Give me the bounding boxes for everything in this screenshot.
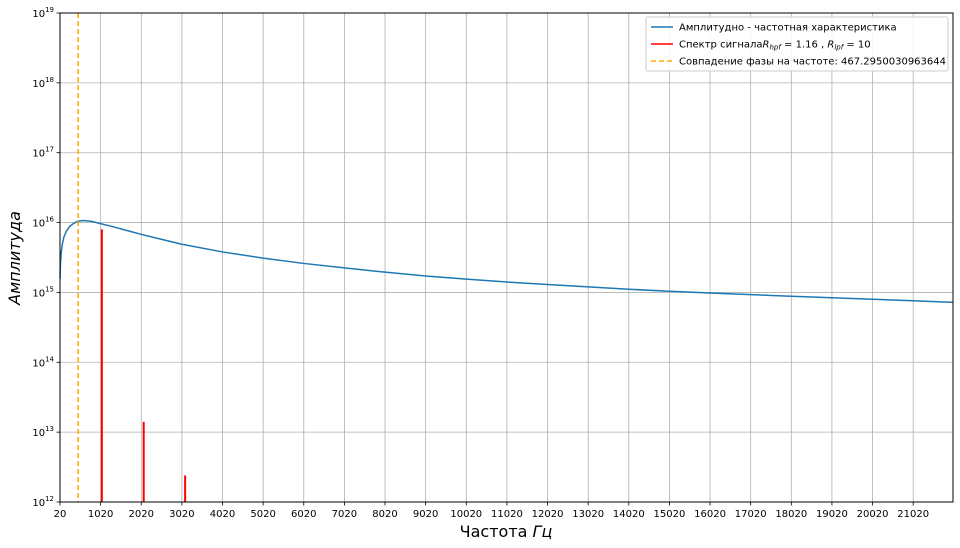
x-tick-label: 10020 [450, 509, 482, 520]
legend-entry: Амплитудно - частотная характеристика [679, 23, 897, 34]
y-tick-label: 1019 [32, 6, 54, 20]
x-tick-label: 5020 [250, 509, 275, 520]
y-tick-base: 10 [32, 149, 45, 160]
x-axis-title-unit: Гц [533, 522, 553, 541]
x-tick-label: 21020 [897, 509, 929, 520]
legend-box [645, 16, 949, 72]
y-tick-label: 1015 [32, 285, 54, 299]
legend-math-r2-sub: lpf [834, 44, 844, 52]
legend-math-r1-val: = 1.16 , [781, 40, 828, 51]
legend-entry-name: Амплитудно - частотная характеристика [679, 23, 897, 34]
legend-math-r2: R [827, 40, 834, 51]
x-tick-label: 8020 [372, 509, 397, 520]
legend-math-r1-sub: hpf [769, 44, 782, 52]
legend-entry-name: Спектр сигнала [679, 40, 763, 51]
x-tick-label: 3020 [169, 509, 194, 520]
x-tick-label: 18020 [775, 509, 807, 520]
x-tick-label: 15020 [654, 509, 686, 520]
y-tick-base: 10 [32, 9, 45, 20]
y-tick-base: 10 [32, 358, 45, 369]
legend-math-r2-val: = 10 [843, 40, 870, 51]
x-tick-label: 14020 [613, 509, 645, 520]
y-tick-label: 1017 [32, 146, 54, 160]
y-tick-label: 1013 [32, 425, 54, 439]
x-tick-label: 16020 [694, 509, 726, 520]
plot-frame [59, 12, 954, 503]
legend-entry-name: Совпадение фазы на частоте: 467.29500309… [679, 57, 946, 68]
y-tick-exponent: 15 [45, 285, 54, 293]
y-axis-title: Амплитуда [5, 211, 24, 306]
y-tick-label: 1012 [32, 495, 54, 509]
y-tick-exponent: 18 [45, 76, 54, 84]
x-tick-label: 6020 [291, 509, 316, 520]
y-tick-label: 1018 [32, 76, 54, 90]
x-tick-label: 20 [54, 509, 67, 520]
y-tick-label: 1016 [32, 216, 54, 230]
x-tick-label: 13020 [572, 509, 604, 520]
y-tick-base: 10 [32, 288, 45, 299]
y-tick-base: 10 [32, 79, 45, 90]
x-axis-title: Частота Гц [460, 522, 553, 541]
legend: Амплитудно - частотная характеристика Спе… [645, 16, 949, 72]
y-tick-base: 10 [32, 219, 45, 230]
legend-entry: Спектр сигналаRhpf = 1.16 , Rlpf = 10 [679, 40, 871, 52]
y-tick-exponent: 12 [45, 495, 54, 503]
x-tick-label: 4020 [210, 509, 235, 520]
x-tick-label: 20020 [857, 509, 889, 520]
legend-math-r1: R [763, 40, 770, 51]
y-tick-exponent: 16 [45, 216, 54, 224]
x-tick-label: 7020 [332, 509, 357, 520]
x-tick-label: 2020 [129, 509, 154, 520]
x-tick-label: 19020 [816, 509, 848, 520]
grid-lines [59, 12, 953, 503]
x-axis-ticks: 20 1020 2020 3020 4020 5020 6020 7020 8020 9020 10… [54, 502, 929, 520]
y-tick-exponent: 14 [45, 355, 54, 363]
y-tick-exponent: 13 [45, 425, 54, 433]
legend-entry: Совпадение фазы на частоте: 467.29500309… [679, 57, 946, 68]
y-tick-exponent: 19 [45, 6, 54, 14]
series-layer [59, 13, 954, 502]
y-tick-base: 10 [32, 428, 45, 439]
x-tick-label: 12020 [532, 509, 564, 520]
y-tick-label: 1014 [32, 355, 54, 369]
amplitude-response-line [59, 219, 954, 304]
y-tick-base: 10 [32, 498, 45, 509]
y-tick-exponent: 17 [45, 146, 54, 154]
x-tick-label: 17020 [735, 509, 767, 520]
x-tick-label: 9020 [413, 509, 438, 520]
x-axis-title-word: Частота [460, 522, 533, 541]
x-tick-label: 11020 [491, 509, 523, 520]
x-tick-label: 1020 [88, 509, 113, 520]
